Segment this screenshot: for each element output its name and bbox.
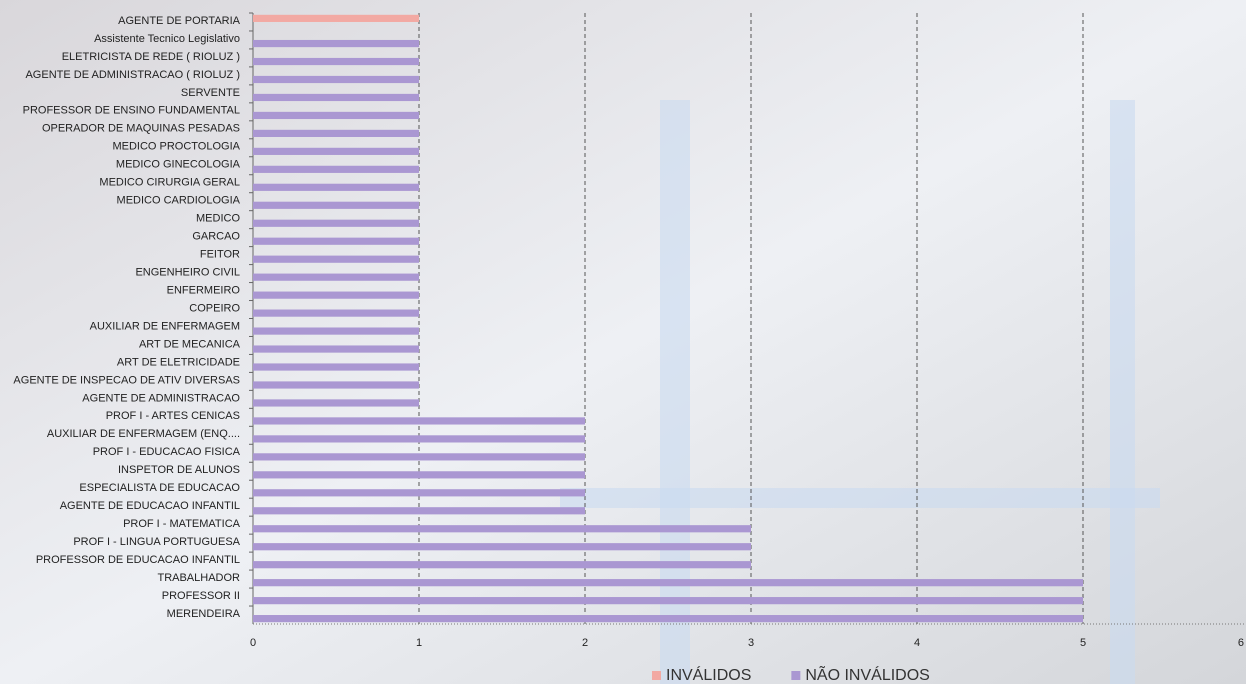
bar — [253, 453, 585, 461]
x-tick-label: 1 — [416, 637, 422, 649]
y-tick-label: AUXILIAR DE ENFERMAGEM (ENQ.... — [47, 428, 240, 440]
y-tick-label: GARCAO — [192, 231, 240, 243]
y-tick-label: MEDICO PROCTOLOGIA — [112, 141, 240, 153]
y-tick-label: AGENTE DE PORTARIA — [118, 15, 241, 27]
y-tick-label: SERVENTE — [181, 87, 240, 99]
bar — [253, 345, 419, 353]
y-tick-label: PROF I - LINGUA PORTUGUESA — [73, 536, 240, 548]
bar — [253, 327, 419, 335]
y-tick-label: OPERADOR DE MAQUINAS PESADAS — [42, 123, 240, 135]
y-tick-label: INSPETOR DE ALUNOS — [118, 464, 240, 476]
x-tick-label: 2 — [582, 637, 588, 649]
bar — [253, 183, 419, 191]
y-tick-label: ART DE ELETRICIDADE — [117, 356, 240, 368]
bar — [253, 219, 419, 227]
bar — [253, 507, 585, 515]
bar — [253, 597, 1083, 605]
legend-swatch — [652, 671, 661, 680]
bar — [253, 399, 419, 407]
background-shape — [560, 488, 1160, 508]
legend-label: INVÁLIDOS — [666, 665, 751, 684]
y-tick-label: ENFERMEIRO — [167, 284, 241, 296]
y-tick-label: ART DE MECANICA — [139, 338, 241, 350]
y-tick-label: COPEIRO — [189, 302, 240, 314]
bar — [253, 435, 585, 443]
bar — [253, 129, 419, 137]
y-tick-label: PROFESSOR DE EDUCACAO INFANTIL — [36, 554, 240, 566]
bar — [253, 111, 419, 120]
bar — [253, 615, 1083, 623]
y-tick-label: ESPECIALISTA DE EDUCACAO — [79, 482, 240, 494]
bar — [253, 363, 419, 371]
y-tick-label: AUXILIAR DE ENFERMAGEM — [90, 320, 240, 332]
y-tick-label: TRABALHADOR — [157, 572, 240, 584]
y-tick-label: AGENTE DE ADMINISTRACAO ( RIOLUZ ) — [25, 69, 240, 81]
x-tick-label: 6 — [1238, 637, 1244, 649]
background-shape — [1110, 100, 1135, 684]
x-tick-label: 5 — [1080, 637, 1086, 649]
x-tick-label: 4 — [914, 637, 920, 649]
bar — [253, 75, 419, 84]
y-tick-label: FEITOR — [200, 249, 240, 261]
bar — [253, 255, 419, 263]
bar — [253, 417, 585, 425]
y-tick-label: MEDICO CARDIOLOGIA — [117, 195, 241, 207]
bar — [253, 57, 419, 66]
bar — [253, 237, 419, 245]
bar — [253, 273, 419, 281]
y-tick-label: MEDICO GINECOLOGIA — [116, 159, 241, 171]
bar — [253, 93, 419, 102]
bar — [253, 147, 419, 155]
y-tick-label: MERENDEIRA — [167, 608, 241, 620]
bar — [253, 543, 751, 551]
y-tick-label: PROF I - EDUCACAO FISICA — [93, 446, 241, 458]
bar — [253, 525, 751, 533]
y-tick-label: AGENTE DE ADMINISTRACAO — [82, 392, 240, 404]
y-tick-label: MEDICO — [196, 213, 240, 225]
bar — [253, 14, 419, 22]
bar — [253, 309, 419, 317]
bar — [253, 165, 419, 173]
background-shape — [660, 100, 690, 684]
bar — [253, 579, 1083, 587]
y-tick-label: ENGENHEIRO CIVIL — [135, 266, 240, 278]
legend-swatch — [791, 671, 801, 680]
y-tick-label: ELETRICISTA DE REDE ( RIOLUZ ) — [62, 51, 240, 63]
y-tick-label: AGENTE DE EDUCACAO INFANTIL — [60, 500, 240, 512]
y-tick-label: PROF I - MATEMATICA — [123, 518, 241, 530]
bar — [253, 489, 585, 497]
bar — [253, 381, 419, 389]
y-tick-label: PROF I - ARTES CENICAS — [106, 410, 240, 422]
y-tick-label: PROFESSOR II — [162, 590, 240, 602]
bar — [253, 201, 419, 209]
bar — [253, 561, 751, 569]
x-tick-label: 3 — [748, 637, 754, 649]
y-tick-label: Assistente Tecnico Legislativo — [94, 33, 240, 45]
y-tick-label: PROFESSOR DE ENSINO FUNDAMENTAL — [23, 105, 240, 117]
bar — [253, 39, 419, 48]
y-tick-label: AGENTE DE INSPECAO DE ATIV DIVERSAS — [13, 374, 240, 386]
y-tick-label: MEDICO CIRURGIA GERAL — [99, 177, 240, 189]
bar — [253, 291, 419, 299]
legend-label: NÃO INVÁLIDOS — [805, 664, 929, 684]
bar — [253, 471, 585, 479]
x-tick-label: 0 — [250, 637, 256, 649]
